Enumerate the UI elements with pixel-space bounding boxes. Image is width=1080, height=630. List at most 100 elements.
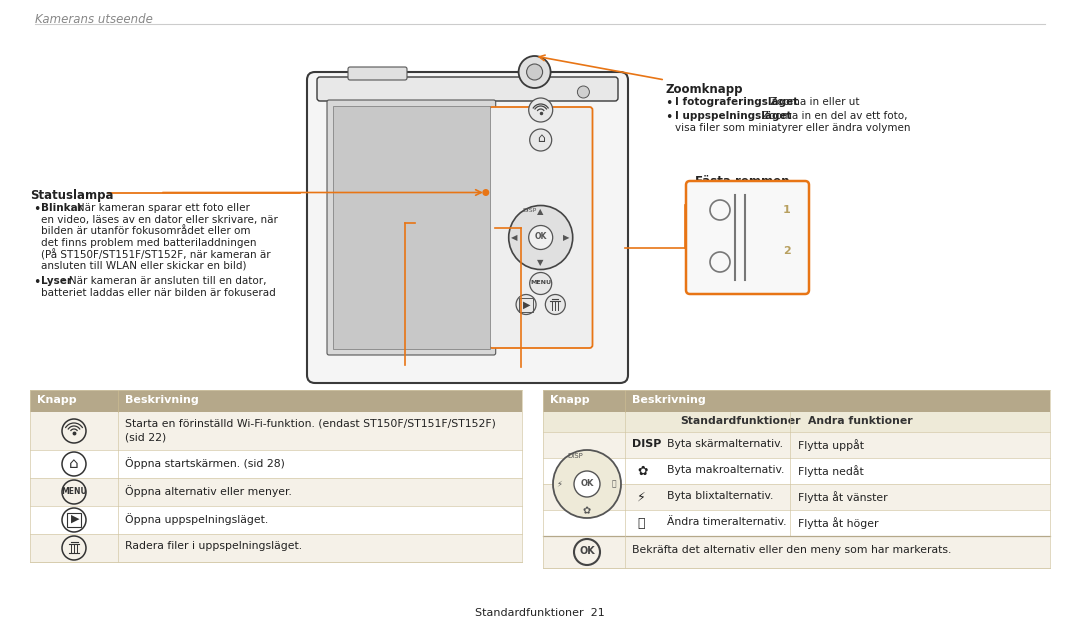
Text: •: • <box>665 97 673 110</box>
Text: ⚡: ⚡ <box>556 479 562 488</box>
Text: (Se tabellen nedan): (Se tabellen nedan) <box>434 274 542 284</box>
Text: DISP: DISP <box>632 439 661 449</box>
Text: I fotograferingsläget: I fotograferingsläget <box>675 97 798 107</box>
Text: Öppna alternativ eller menyer.: Öppna alternativ eller menyer. <box>125 485 292 497</box>
Text: : När kameran är ansluten till en dator,: : När kameran är ansluten till en dator, <box>62 276 267 286</box>
Text: Standardfunktioner  21: Standardfunktioner 21 <box>475 608 605 618</box>
Text: (sid 22): (sid 22) <box>125 432 166 442</box>
Text: visa filer som miniatyrer eller ändra volymen: visa filer som miniatyrer eller ändra vo… <box>675 123 910 133</box>
Text: Flytta åt höger: Flytta åt höger <box>798 517 878 529</box>
Circle shape <box>578 86 590 98</box>
Text: Flytta åt vänster: Flytta åt vänster <box>798 491 888 503</box>
Text: : När kameran sparar ett foto eller: : När kameran sparar ett foto eller <box>70 203 251 213</box>
Text: Ändra timeralternativ.: Ändra timeralternativ. <box>667 517 786 527</box>
Text: DISP: DISP <box>523 208 537 213</box>
Circle shape <box>529 129 552 151</box>
FancyBboxPatch shape <box>686 181 809 294</box>
FancyBboxPatch shape <box>327 100 496 355</box>
Text: Andra funktioner: Andra funktioner <box>808 416 913 426</box>
Text: Öppna startskärmen. (sid 28): Öppna startskärmen. (sid 28) <box>125 457 285 469</box>
Bar <box>333 106 489 349</box>
Bar <box>543 432 1050 458</box>
Text: MENU: MENU <box>530 280 551 285</box>
FancyBboxPatch shape <box>489 107 593 348</box>
Text: OK: OK <box>580 479 594 488</box>
Bar <box>30 534 522 562</box>
Text: Öppna uppspelningsläget.: Öppna uppspelningsläget. <box>125 513 268 525</box>
Text: ◀: ◀ <box>512 233 518 242</box>
Text: Radera filer i uppspelningsläget.: Radera filer i uppspelningsläget. <box>125 541 302 551</box>
Text: Beskrivning: Beskrivning <box>125 395 199 405</box>
Text: Beskrivning: Beskrivning <box>632 395 705 405</box>
Text: ⏱: ⏱ <box>611 479 617 488</box>
Circle shape <box>509 205 572 270</box>
Text: OK: OK <box>535 232 546 241</box>
Text: Starta en förinställd Wi-Fi-funktion. (endast ST150F/ST151F/ST152F): Starta en förinställd Wi-Fi-funktion. (e… <box>125 419 496 429</box>
Text: ansluten till WLAN eller skickar en bild): ansluten till WLAN eller skickar en bild… <box>41 260 246 270</box>
Text: : Zooma in eller ut: : Zooma in eller ut <box>764 97 860 107</box>
Text: •: • <box>33 276 40 289</box>
Text: Blinkar: Blinkar <box>41 203 83 213</box>
Text: bilden är utanför fokusområdet eller om: bilden är utanför fokusområdet eller om <box>41 226 251 236</box>
Bar <box>67 513 81 527</box>
Text: ▶: ▶ <box>564 233 570 242</box>
FancyBboxPatch shape <box>318 77 618 101</box>
Text: ▶: ▶ <box>71 514 79 524</box>
Text: Knappar: Knappar <box>460 262 516 275</box>
Text: Skärm: Skärm <box>383 252 427 265</box>
Text: ✿: ✿ <box>637 465 648 478</box>
Circle shape <box>529 273 552 294</box>
Text: Flytta nedåt: Flytta nedåt <box>798 465 864 477</box>
Text: (På ST150F/ST151F/ST152F, när kameran är: (På ST150F/ST151F/ST152F, när kameran är <box>41 249 271 260</box>
Text: ⚡: ⚡ <box>637 491 646 504</box>
Text: Byta blixtalternativ.: Byta blixtalternativ. <box>667 491 773 501</box>
Text: I uppspelningsläget: I uppspelningsläget <box>675 111 792 121</box>
Text: Bekräfta det alternativ eller den meny som har markerats.: Bekräfta det alternativ eller den meny s… <box>632 545 951 555</box>
Bar <box>519 297 534 311</box>
Circle shape <box>529 226 553 249</box>
Text: •: • <box>33 203 40 216</box>
Text: ▶: ▶ <box>524 299 530 309</box>
Text: OK: OK <box>579 546 595 556</box>
Bar <box>543 412 1050 432</box>
Bar <box>543 484 1050 510</box>
Text: ⌂: ⌂ <box>69 455 79 471</box>
Text: en video, läses av en dator eller skrivare, när: en video, läses av en dator eller skriva… <box>41 214 278 224</box>
Text: DISP: DISP <box>567 453 583 459</box>
Text: Zoomknapp: Zoomknapp <box>665 83 743 96</box>
Text: Lyser: Lyser <box>41 276 72 286</box>
Circle shape <box>527 64 542 80</box>
Text: Knapp: Knapp <box>37 395 77 405</box>
Bar <box>543 536 1050 568</box>
Text: Byta skärmalternativ.: Byta skärmalternativ. <box>667 439 783 449</box>
Text: Statuslampa: Statuslampa <box>30 189 113 202</box>
Text: Fästa remmen: Fästa remmen <box>696 175 789 188</box>
Bar <box>543 390 1050 412</box>
Bar <box>30 390 522 412</box>
FancyBboxPatch shape <box>307 72 627 383</box>
Text: Byta makroalternativ.: Byta makroalternativ. <box>667 465 784 475</box>
Text: Standardfunktioner: Standardfunktioner <box>680 416 800 426</box>
Bar <box>30 478 522 506</box>
FancyBboxPatch shape <box>348 67 407 80</box>
Circle shape <box>529 98 553 122</box>
Text: •: • <box>665 111 673 124</box>
Bar <box>30 412 522 450</box>
Text: Kamerans utseende: Kamerans utseende <box>35 13 153 26</box>
Text: ▼: ▼ <box>538 258 544 267</box>
Text: ⏱: ⏱ <box>637 517 645 530</box>
Circle shape <box>573 471 600 497</box>
Text: 2: 2 <box>783 246 791 256</box>
Text: det finns problem med batteriladdningen: det finns problem med batteriladdningen <box>41 238 257 248</box>
Text: ▲: ▲ <box>538 207 544 216</box>
Text: 1: 1 <box>783 205 791 215</box>
Text: Flytta uppåt: Flytta uppåt <box>798 439 864 451</box>
Text: ✿: ✿ <box>583 506 591 516</box>
Text: Knapp: Knapp <box>550 395 590 405</box>
Text: : Zooma in en del av ett foto,: : Zooma in en del av ett foto, <box>755 111 907 121</box>
Text: MENU: MENU <box>62 486 86 496</box>
Circle shape <box>553 450 621 518</box>
Circle shape <box>518 56 551 88</box>
Circle shape <box>516 294 536 314</box>
Text: batteriet laddas eller när bilden är fokuserad: batteriet laddas eller när bilden är fok… <box>41 287 275 297</box>
